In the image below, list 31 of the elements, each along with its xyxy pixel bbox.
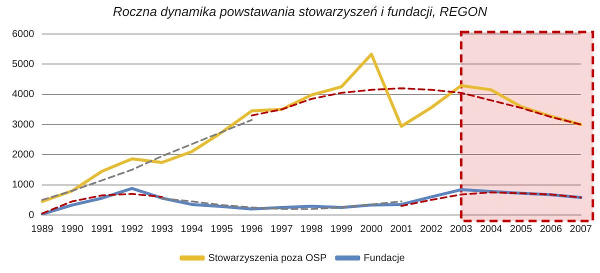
x-tick-label: 2000 bbox=[360, 224, 383, 235]
x-tick-label: 1993 bbox=[150, 224, 174, 235]
chart-title: Roczna dynamika powstawania stowarzyszeń i fundacji, REGON bbox=[112, 4, 488, 19]
x-tick-label: 1991 bbox=[90, 224, 114, 235]
y-tick-label: 4000 bbox=[12, 89, 35, 100]
x-tick-label: 2001 bbox=[390, 224, 413, 235]
x-tick-label: 1997 bbox=[270, 224, 294, 235]
x-tick-label: 1995 bbox=[210, 224, 234, 235]
y-tick-label: 2000 bbox=[12, 149, 35, 160]
x-tick-label: 2006 bbox=[540, 224, 563, 235]
legend-label: Stowarzyszenia poza OSP bbox=[208, 252, 327, 264]
x-tick-label: 1996 bbox=[240, 224, 264, 235]
x-tick-label: 1989 bbox=[31, 224, 54, 235]
x-tick-label: 1990 bbox=[61, 224, 84, 235]
legend-label: Fundacje bbox=[364, 252, 406, 264]
y-tick-label: 0 bbox=[28, 210, 35, 221]
x-tick-label: 2002 bbox=[420, 224, 443, 235]
x-tick-label: 2005 bbox=[510, 224, 533, 235]
x-tick-label: 2004 bbox=[480, 224, 503, 235]
line-series bbox=[41, 119, 253, 201]
y-tick-label: 1000 bbox=[12, 180, 35, 191]
x-tick-label: 2007 bbox=[570, 224, 592, 235]
y-tick-label: 6000 bbox=[12, 28, 35, 40]
x-tick-label: 1992 bbox=[120, 224, 144, 235]
y-tick-label: 5000 bbox=[12, 58, 35, 70]
x-tick-label: 1998 bbox=[300, 224, 324, 235]
x-tick-label: 1994 bbox=[180, 224, 204, 235]
line-series bbox=[161, 198, 402, 210]
x-tick-label: 1999 bbox=[330, 224, 354, 235]
x-tick-label: 2003 bbox=[450, 224, 473, 235]
y-tick-label: 3000 bbox=[12, 119, 35, 130]
